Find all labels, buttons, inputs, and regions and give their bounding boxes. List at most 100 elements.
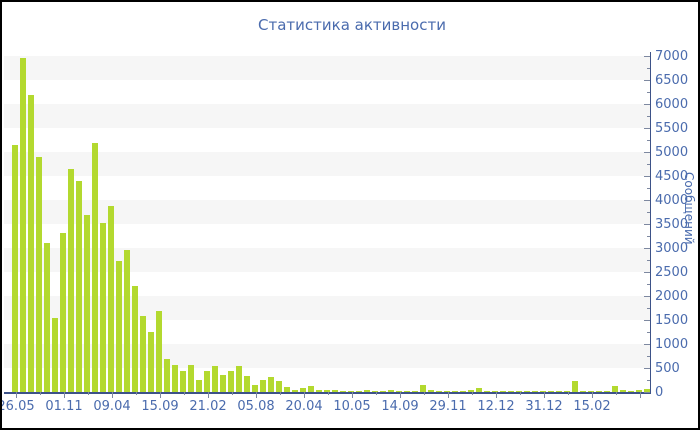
x-tick-label: 05.08 (237, 399, 275, 414)
bar (444, 391, 450, 392)
bar (372, 391, 378, 392)
bar (508, 391, 514, 392)
y-major-tick (644, 80, 650, 81)
x-minor-tick (568, 392, 569, 395)
bar (220, 375, 226, 392)
x-tick-label: 15.02 (573, 399, 611, 414)
x-major-tick (160, 392, 161, 398)
x-minor-tick (520, 392, 521, 395)
y-major-tick (644, 392, 650, 393)
bar (108, 206, 114, 392)
y-major-tick (644, 320, 650, 321)
y-major-tick (644, 152, 650, 153)
x-tick-label: 20.04 (285, 399, 323, 414)
y-minor-tick (647, 116, 650, 117)
y-tick-label: 6000 (655, 97, 689, 112)
bar (324, 390, 330, 392)
bar (524, 391, 530, 392)
bar (292, 390, 298, 392)
y-minor-tick (647, 236, 650, 237)
bar (308, 386, 314, 392)
y-axis-title: Сообщений (682, 172, 696, 245)
x-tick-label: 09.04 (93, 399, 131, 414)
bar (548, 391, 554, 392)
bar (52, 318, 58, 392)
bar (500, 391, 506, 392)
bar (468, 390, 474, 392)
bar (212, 366, 218, 392)
bar (188, 365, 194, 392)
bar (156, 311, 162, 392)
bar (340, 391, 346, 392)
bar (140, 316, 146, 392)
bar (396, 391, 402, 392)
bar (476, 388, 482, 392)
bar (284, 387, 290, 392)
x-minor-tick (616, 392, 617, 395)
x-tick-label: 31.12 (525, 399, 563, 414)
bar (332, 390, 338, 392)
x-major-tick (640, 392, 641, 398)
bar (276, 381, 282, 392)
bar (228, 371, 234, 392)
bar (348, 391, 354, 392)
bar (132, 286, 138, 392)
bar (148, 332, 154, 392)
x-major-tick (256, 392, 257, 398)
y-major-tick (644, 224, 650, 225)
y-tick-label: 7000 (655, 49, 689, 64)
y-major-tick (644, 176, 650, 177)
plot-band (4, 56, 650, 80)
x-major-tick (208, 392, 209, 398)
x-major-tick (64, 392, 65, 398)
y-tick-label: 2500 (655, 265, 689, 280)
bar (380, 391, 386, 392)
x-tick-label: 15.09 (141, 399, 179, 414)
y-minor-tick (647, 356, 650, 357)
y-major-tick (644, 248, 650, 249)
bar (644, 389, 650, 392)
y-tick-label: 2000 (655, 289, 689, 304)
x-tick-label: 10.05 (333, 399, 371, 414)
x-major-tick (16, 392, 17, 398)
bar (564, 391, 570, 392)
plot-band (4, 200, 650, 224)
y-tick-label: 3500 (655, 217, 689, 232)
x-minor-tick (472, 392, 473, 395)
y-major-tick (644, 128, 650, 129)
x-minor-tick (40, 392, 41, 395)
y-tick-label: 500 (655, 361, 680, 376)
bar (596, 391, 602, 392)
bar (572, 381, 578, 392)
bar (516, 391, 522, 392)
x-minor-tick (88, 392, 89, 395)
bar (404, 391, 410, 392)
x-major-tick (544, 392, 545, 398)
y-major-tick (644, 56, 650, 57)
bar (300, 388, 306, 392)
bar (236, 366, 242, 392)
bar (84, 215, 90, 392)
bar (604, 391, 610, 392)
bar (588, 391, 594, 392)
y-minor-tick (647, 212, 650, 213)
bar (252, 385, 258, 392)
y-tick-label: 1500 (655, 313, 689, 328)
bar (428, 390, 434, 392)
x-tick-label: 29.11 (429, 399, 467, 414)
x-major-tick (304, 392, 305, 398)
y-tick-label: 6500 (655, 73, 689, 88)
x-major-tick (400, 392, 401, 398)
bar (556, 391, 562, 392)
x-minor-tick (184, 392, 185, 395)
bar (452, 391, 458, 392)
bar (92, 143, 98, 392)
x-minor-tick (328, 392, 329, 395)
x-minor-tick (424, 392, 425, 395)
y-major-tick (644, 296, 650, 297)
y-minor-tick (647, 332, 650, 333)
bar (124, 250, 130, 392)
y-major-tick (644, 200, 650, 201)
chart-title: Статистика активности (258, 16, 446, 34)
x-major-tick (592, 392, 593, 398)
